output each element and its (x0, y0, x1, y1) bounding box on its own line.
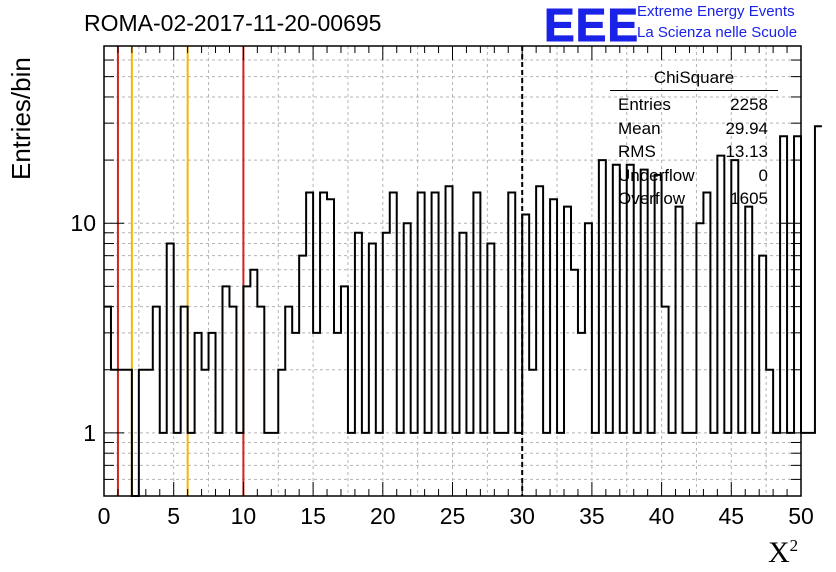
stats-label: RMS (618, 142, 656, 161)
chart-title: ROMA-02-2017-11-20-00695 (84, 10, 382, 36)
x-axis-label-base: X (768, 536, 790, 569)
y-tick-label: 1 (83, 420, 96, 446)
stats-value: 0 (758, 165, 768, 185)
x-axis-label-exponent: 2 (789, 536, 799, 555)
x-tick-label: 15 (300, 503, 326, 529)
stats-row: RMS 13.13 (610, 140, 778, 164)
chart-ticks (103, 46, 802, 496)
x-tick-label: 0 (98, 503, 111, 529)
x-tick-label: 25 (440, 503, 466, 529)
x-tick-label: 20 (370, 503, 396, 529)
y-tick-labels: 1 10 (70, 210, 96, 446)
x-tick-labels: 0 5 10 15 20 25 30 35 40 45 50 (98, 503, 814, 529)
stats-box: ChiSquare Entries 2258 Mean 29.94 RMS 13… (610, 68, 778, 211)
stats-label: Entries (618, 95, 671, 114)
stats-row: Entries 2258 (610, 93, 778, 117)
stats-value: 2258 (730, 95, 768, 114)
stats-row: Overflow 1605 (610, 187, 778, 211)
x-tick-label: 50 (788, 503, 814, 529)
stats-label: Mean (618, 118, 661, 138)
y-tick-label: 10 (70, 210, 96, 236)
logo-tagline-2: La Scienza nelle Scuole (637, 24, 798, 41)
y-axis-label: Entries/bin (6, 57, 36, 180)
x-axis-label: X2 (768, 536, 798, 570)
stats-row: Underflow 0 (610, 164, 778, 188)
stats-label: Underflow (618, 165, 695, 185)
stats-title: ChiSquare (610, 68, 778, 91)
x-tick-label: 35 (579, 503, 605, 529)
stats-row: Mean 29.94 (610, 117, 778, 141)
histogram-series (104, 125, 822, 497)
x-tick-label: 5 (167, 503, 180, 529)
x-tick-label: 30 (509, 503, 535, 529)
logo-tagline-1: Extreme Energy Events (637, 3, 795, 20)
eee-logo: EEE (543, 0, 640, 51)
x-tick-label: 45 (719, 503, 745, 529)
x-tick-label: 40 (649, 503, 675, 529)
stats-value: 13.13 (725, 142, 768, 161)
stats-value: 29.94 (725, 118, 768, 138)
stats-value: 1605 (730, 189, 768, 208)
x-tick-label: 10 (231, 503, 257, 529)
stats-label: Overflow (618, 189, 686, 208)
